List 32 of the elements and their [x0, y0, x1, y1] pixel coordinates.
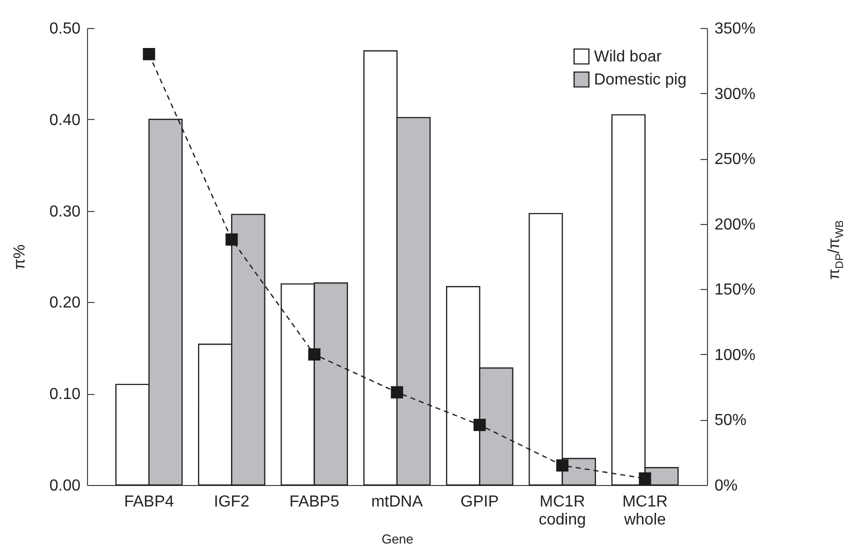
- y-tick-label: 0.00: [49, 478, 81, 494]
- x-axis-title: Gene: [382, 532, 414, 546]
- legend-label: Domestic pig: [594, 72, 686, 88]
- y-tick-label: 0.30: [49, 203, 81, 220]
- point: [474, 418, 486, 432]
- x-tick-label: GPIP: [460, 494, 499, 510]
- y-axis-title: π%: [11, 244, 28, 270]
- y2-tick-label: 150%: [714, 282, 756, 299]
- point: [142, 48, 156, 60]
- x-tick-label: MC1R whole: [622, 494, 668, 528]
- y-tick-label: 0.40: [49, 112, 81, 129]
- y2-tick-label: 300%: [714, 86, 756, 103]
- y2-tick-label: 0%: [714, 478, 738, 494]
- point: [226, 233, 238, 246]
- x-tick-label: FABP4: [124, 494, 174, 510]
- x-tick-label: mtDNA: [371, 494, 424, 510]
- point: [556, 459, 568, 472]
- point: [308, 348, 320, 361]
- x-tick-label: IGF2: [214, 494, 250, 510]
- x-tick-label: FABP5: [289, 494, 340, 510]
- y2-tick-label: 350%: [714, 20, 756, 38]
- y2-tick-label: 200%: [714, 216, 756, 234]
- y-tick-label: 0.20: [49, 294, 81, 312]
- y2-tick-label: 50%: [714, 412, 747, 430]
- point: [390, 386, 404, 398]
- y-tick-label: 0.50: [49, 20, 81, 38]
- y2-tick-label: 100%: [714, 346, 756, 364]
- point: [638, 472, 652, 485]
- legend-label: Wild boar: [594, 48, 662, 66]
- y-tick-label: 0.10: [49, 386, 81, 404]
- y2-tick-label: 250%: [714, 151, 756, 168]
- x-tick-label: MC1R coding: [538, 494, 586, 528]
